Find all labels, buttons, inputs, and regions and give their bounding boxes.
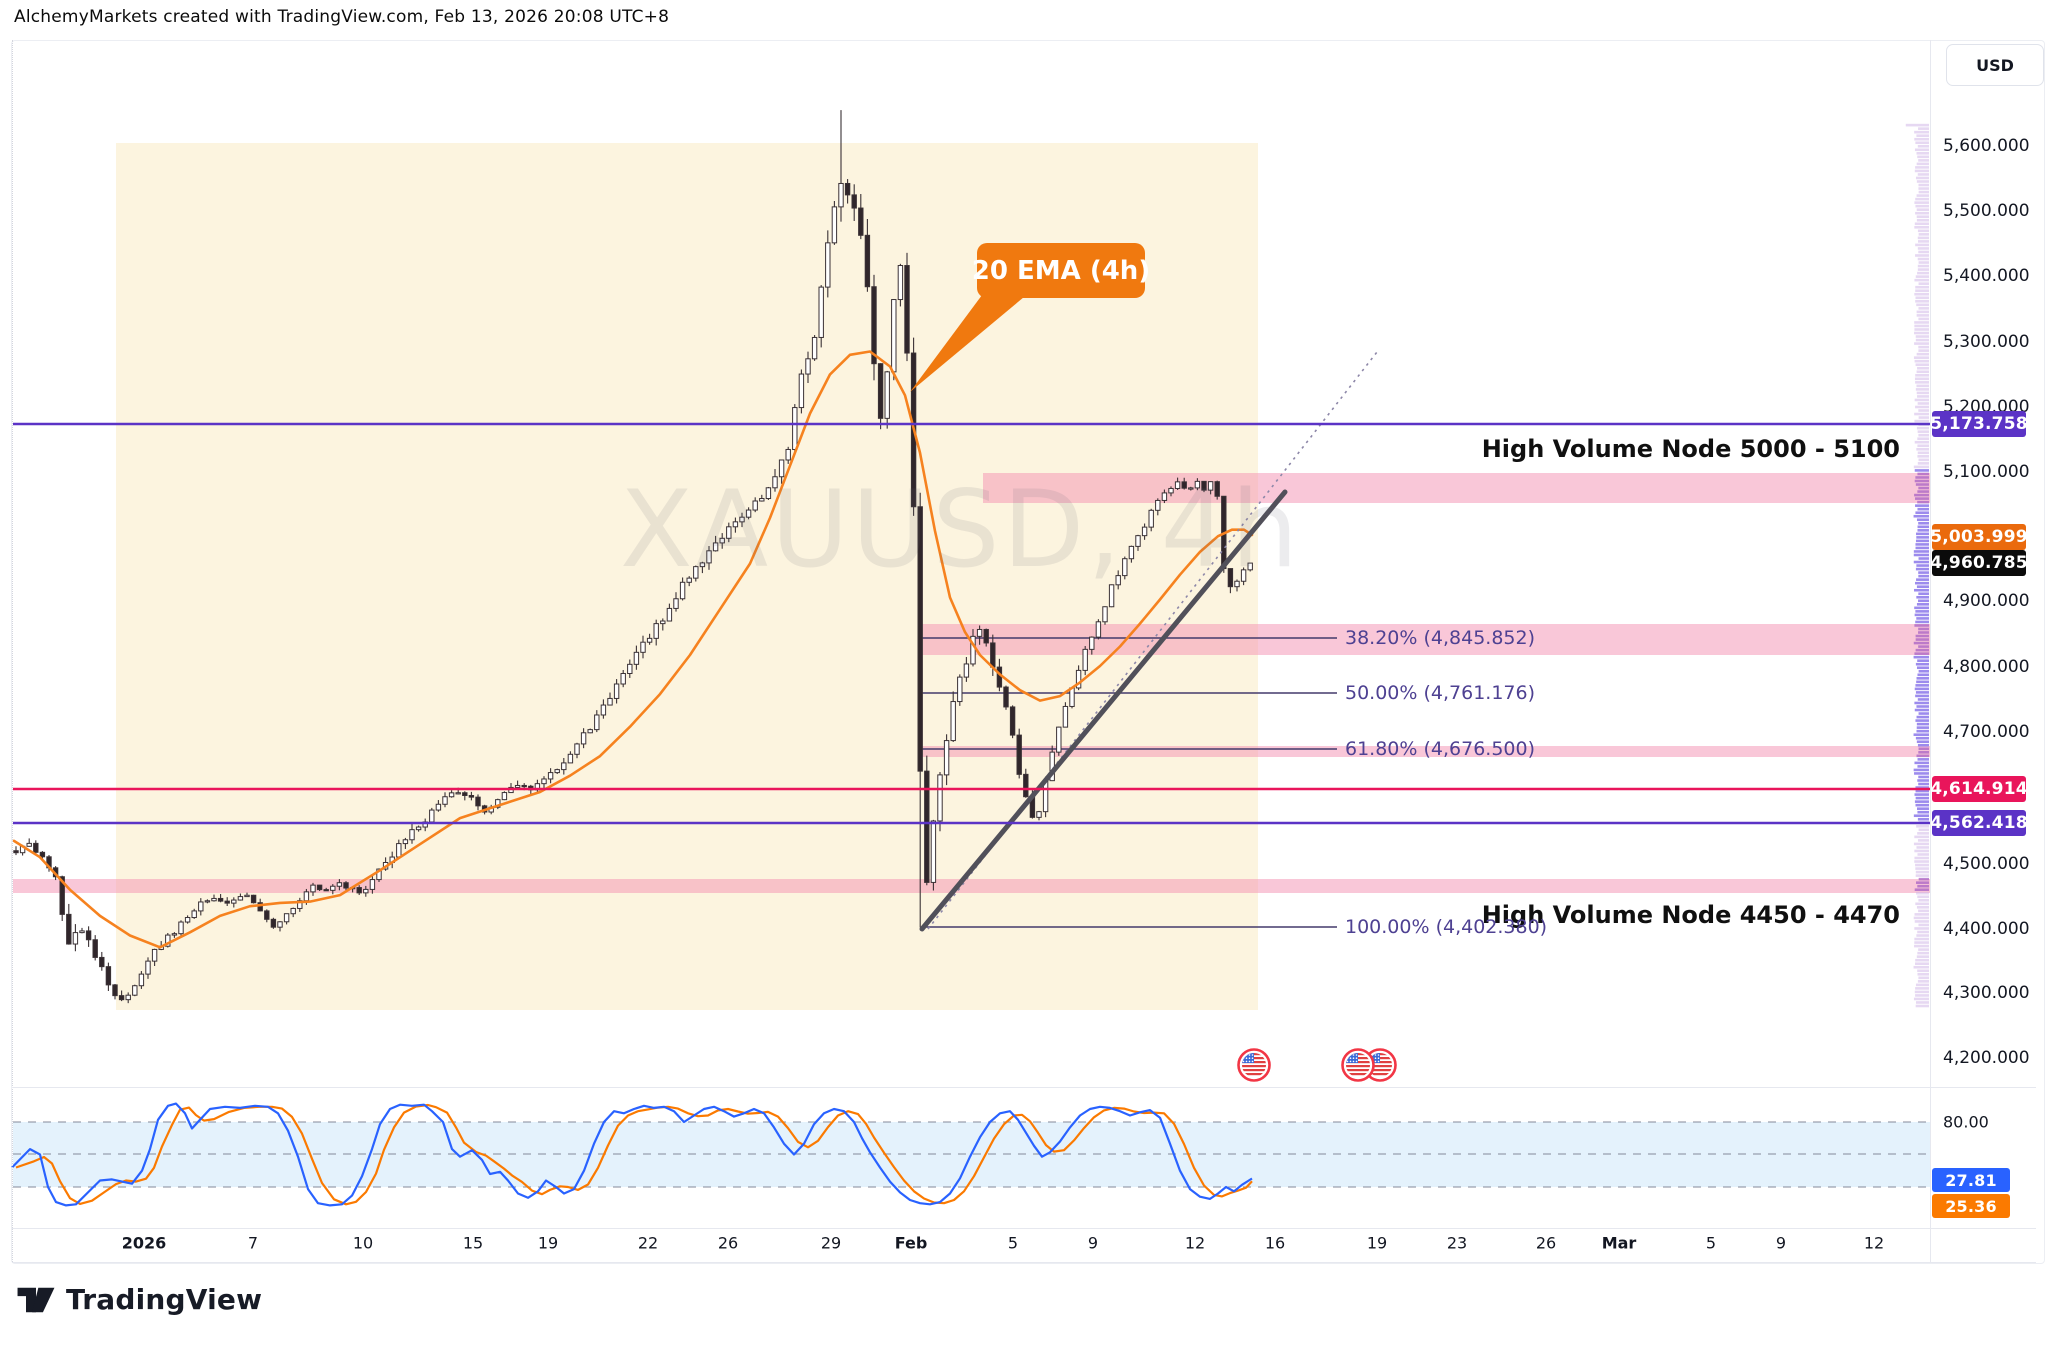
time-axis-label: 9 [1775,1233,1787,1253]
currency-toggle-button[interactable]: USD [1946,44,2044,86]
ema-callout-label[interactable]: 20 EMA (4h) [972,243,1150,298]
time-axis-label: 12 [1184,1233,1206,1253]
stochastic-panel [11,1102,1930,1207]
time-axis-label: 2026 [121,1233,167,1253]
pane-divider[interactable] [12,1087,2036,1088]
hvn-low-annotation[interactable]: High Volume Node 4450 - 4470 [1481,901,1900,929]
price-level-badge-purple-top: 5,173.758 [1930,411,2028,437]
price-axis-label: 5,400.000 [1943,266,2030,286]
price-level-badge-purple-bottom: 4,562.418 [1930,810,2028,836]
time-axis-label: 29 [820,1233,842,1253]
price-axis-label: 5,100.000 [1943,462,2030,482]
time-axis-label: 16 [1264,1233,1286,1253]
price-axis-label: 4,500.000 [1943,854,2030,874]
price-axis-label: 5,600.000 [1943,136,2030,156]
price-scale-separator[interactable] [1930,40,1931,1262]
band-hvn-5000-5100 [983,473,1930,503]
stoch-axis-label: 80.00 [1943,1112,1989,1132]
us-flag-icon[interactable] [1237,1048,1271,1082]
price-axis-label: 4,800.000 [1943,657,2030,677]
time-axis-label: 15 [462,1233,484,1253]
band-hvn-4450-4470 [13,879,1930,893]
tradingview-logo-text: TradingView [66,1283,263,1316]
fib-level-label: 61.80% (4,676.500) [1345,738,1536,760]
last-price-badge: 4,960.785 [1930,550,2028,576]
candlestick-series [13,110,1253,1004]
fib-level-label: 38.20% (4,845.852) [1345,627,1536,649]
time-axis-bottom-border [12,1262,2036,1263]
us-flag-icon[interactable] [1341,1048,1375,1082]
stoch-d-badge: 25.36 [1932,1194,2010,1218]
price-axis-label: 5,500.000 [1943,201,2030,221]
price-axis-label: 5,300.000 [1943,332,2030,352]
time-axis-label: 22 [637,1233,659,1253]
chart-attribution: AlchemyMarkets created with TradingView.… [14,7,670,27]
time-axis-label: Mar [1601,1233,1637,1253]
price-axis-label: 4,300.000 [1943,983,2030,1003]
time-axis-label: 10 [352,1233,374,1253]
tradingview-logo-icon [17,1287,55,1312]
price-axis-label: 4,900.000 [1943,591,2030,611]
time-axis-label: 5 [1705,1233,1717,1253]
time-axis-label: 19 [537,1233,559,1253]
symbol-watermark: XAUUSD, 4h [620,468,1302,591]
price-axis-label: 4,400.000 [1943,919,2030,939]
stoch-k-line [11,1102,1253,1207]
time-axis-label: 19 [1366,1233,1388,1253]
time-axis-label: 5 [1007,1233,1019,1253]
economic-event-flags[interactable] [1237,1048,1397,1082]
fib-level-label: 100.00% (4,402.380) [1345,916,1548,938]
price-axis-label: 4,700.000 [1943,722,2030,742]
ema-line[interactable] [12,350,1254,949]
volume-profile [1905,123,1929,1008]
band-fib-382-zone [920,624,1930,655]
price-level-badge-crimson: 4,614.914 [1930,776,2028,802]
trend-lines[interactable] [919,351,1378,932]
horizontal-level-lines[interactable] [13,422,1930,825]
fib-retracement-lines[interactable] [922,637,1337,928]
time-axis-top-border [12,1228,2036,1229]
time-axis-label: Feb [894,1233,928,1253]
time-axis-label: 12 [1863,1233,1885,1253]
time-axis-label: 26 [1535,1233,1557,1253]
time-axis-label: 26 [717,1233,739,1253]
stoch-k-badge: 27.81 [1932,1168,2010,1192]
band-fib-618-zone [920,746,1930,757]
ema-value-badge: 5,003.999 [1930,524,2028,550]
fib-level-label: 50.00% (4,761.176) [1345,682,1536,704]
price-axis-label: 4,200.000 [1943,1048,2030,1068]
tradingview-footer[interactable]: TradingView [16,1283,262,1316]
hvn-high-annotation[interactable]: High Volume Node 5000 - 5100 [1481,435,1900,463]
time-axis-label: 23 [1446,1233,1468,1253]
time-axis-label: 7 [247,1233,259,1253]
plot-left-border [12,40,13,1262]
time-axis-label: 9 [1087,1233,1099,1253]
ema-callout-tail [910,291,1024,392]
